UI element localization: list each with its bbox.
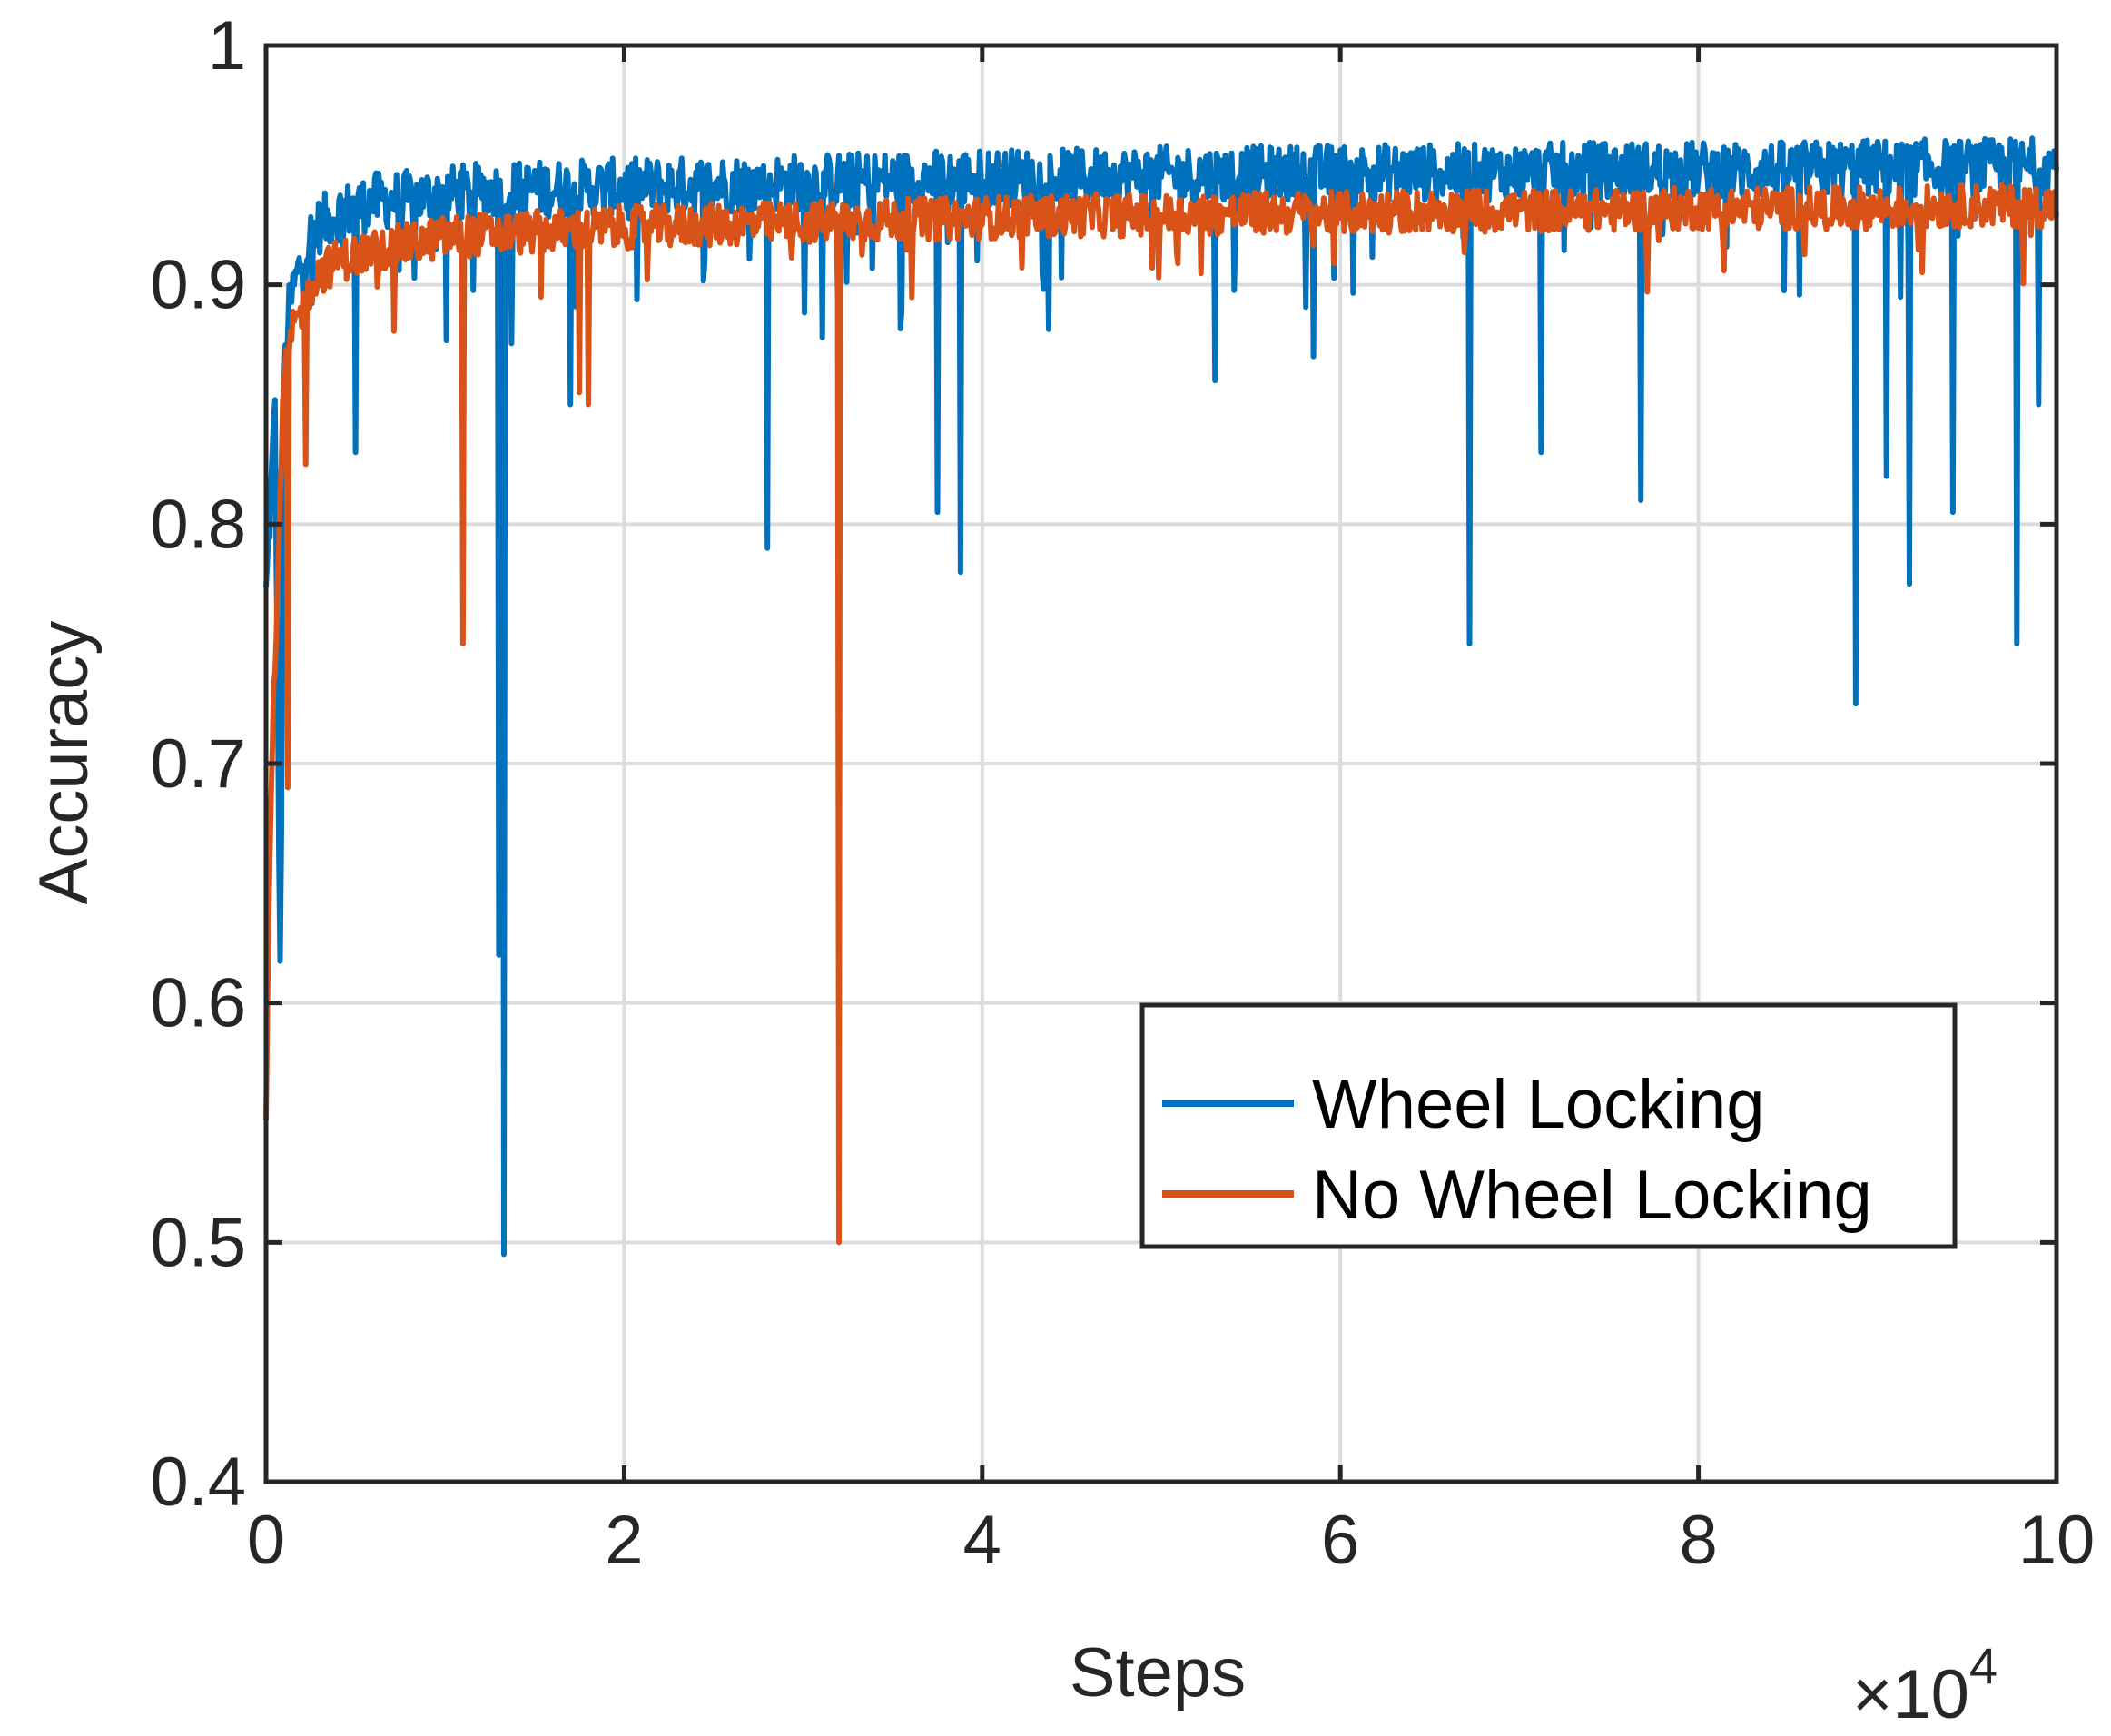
- y-tick-label-1: 0.5: [150, 1204, 246, 1281]
- x-tick-label-5: 10: [2018, 1502, 2096, 1579]
- y-tick-label-2: 0.6: [150, 965, 246, 1042]
- x-tick-label-3: 6: [1321, 1502, 1359, 1579]
- tick-labels: 0 2 4 6 8 10 0.4 0.5 0.6 0.7 0.8 0.9 1: [150, 7, 2095, 1579]
- x-axis-label: Steps: [1070, 1634, 1246, 1711]
- legend-box: [1139, 1002, 1958, 1249]
- x-tick-label-2: 4: [963, 1502, 1001, 1579]
- x-tick-label-0: 0: [247, 1502, 285, 1579]
- legend-label-wheel-locking: Wheel Locking: [1312, 1066, 1765, 1143]
- x-tick-label-1: 2: [605, 1502, 643, 1579]
- axes-frame: [263, 43, 2059, 1484]
- x-axis-exponent-label: ×104: [1852, 1637, 1998, 1733]
- y-tick-label-3: 0.7: [150, 725, 246, 803]
- series-lines: [263, 135, 2059, 1258]
- series-line-wheel-locking: [263, 135, 2059, 1258]
- y-tick-label-5: 0.9: [150, 247, 246, 324]
- y-tick-label-0: 0.4: [150, 1444, 246, 1521]
- series-line-no-wheel-locking: [263, 182, 2059, 1246]
- y-axis-label: Accuracy: [25, 621, 103, 905]
- y-tick-label-6: 1: [208, 7, 246, 84]
- y-tick-label-4: 0.8: [150, 486, 246, 563]
- legend-label-no-wheel-locking: No Wheel Locking: [1312, 1157, 1872, 1234]
- legend: Wheel Locking No Wheel Locking: [1139, 1002, 1958, 1249]
- x-axis-exponent-base: ×10: [1852, 1656, 1969, 1733]
- x-axis-exponent-power: 4: [1969, 1637, 1998, 1694]
- x-tick-label-4: 8: [1679, 1502, 1717, 1579]
